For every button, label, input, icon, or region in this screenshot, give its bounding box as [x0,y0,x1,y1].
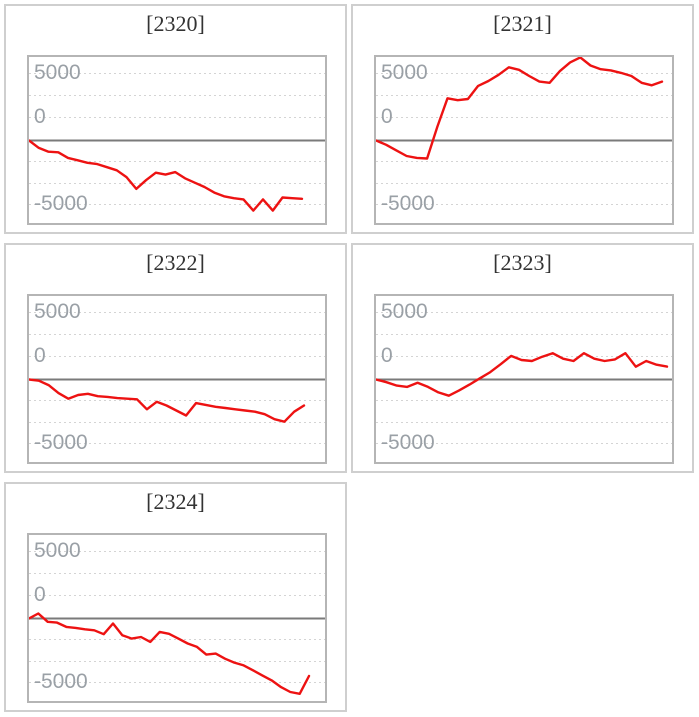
line-chart-svg [29,312,325,444]
plot-area: 5000 0 -5000 [27,294,327,464]
chart-card-2323: [2323] 5000 0 -5000 [351,243,694,473]
chart-card-2320: [2320] 5000 0 -5000 [4,4,347,234]
chart-title: [2323] [493,250,552,275]
plot-area: 5000 0 -5000 [27,55,327,225]
plot-area: 5000 0 -5000 [374,294,674,464]
line-chart-svg [29,73,325,212]
plot-area: 5000 0 -5000 [374,55,674,225]
line-chart-svg [376,57,672,205]
plot-area: 5000 0 -5000 [27,533,327,703]
chart-card-2321: [2321] 5000 0 -5000 [351,4,694,234]
chart-card-2322: [2322] 5000 0 -5000 [4,243,347,473]
line-chart-svg [29,551,325,696]
line-chart-svg [376,312,672,444]
chart-card-2324: [2324] 5000 0 -5000 [4,482,347,712]
chart-title: [2320] [146,11,205,36]
chart-title: [2324] [146,489,205,514]
chart-title: [2321] [493,11,552,36]
charts-grid: [2320] 5000 0 -5000 [2321] 5000 0 -5000 … [4,4,694,712]
chart-title: [2322] [146,250,205,275]
